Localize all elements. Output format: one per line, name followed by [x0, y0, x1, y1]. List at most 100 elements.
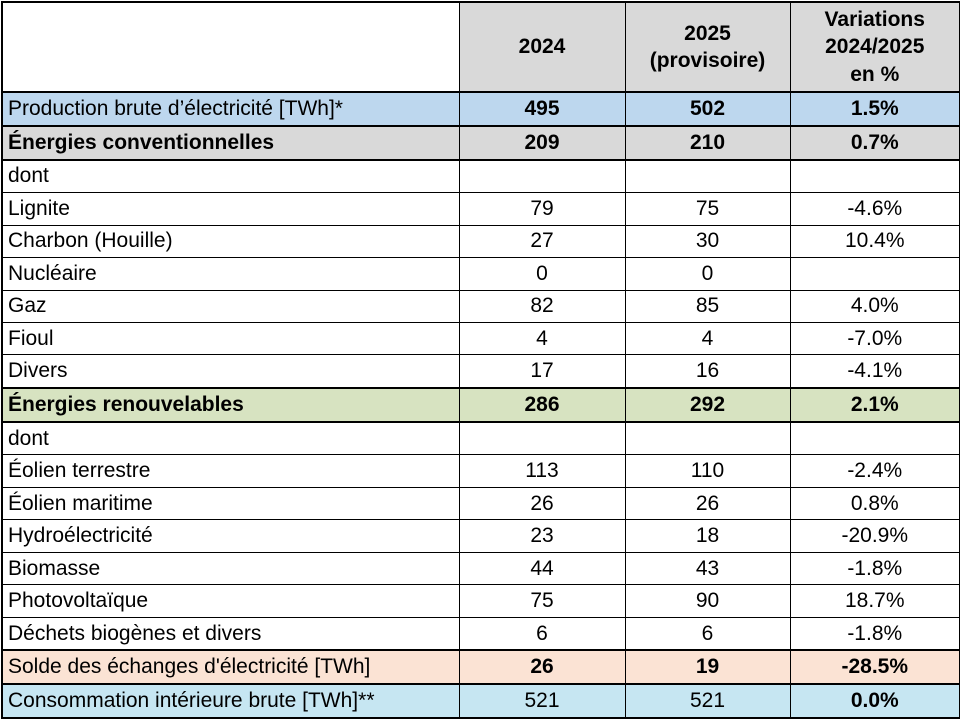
row-label: Biomasse [1, 551, 460, 586]
row-label: Déchets biogènes et divers [1, 616, 460, 651]
value-variation: 2.1% [789, 387, 960, 423]
row-label: Hydroélectricité [1, 519, 460, 553]
header-empty-cell [1, 1, 460, 93]
row-label: Solde des échanges d'électricité [TWh] [1, 649, 460, 686]
value-2024: 17 [458, 354, 626, 389]
row-label: Éolien maritime [1, 486, 460, 521]
table-row-energies-conventionnelles: Énergies conventionnelles 209 210 0.7% [1, 124, 960, 161]
table-row-biomasse: Biomasse 44 43 -1.8% [1, 551, 960, 586]
value-2024 [458, 421, 626, 456]
value-2024: 79 [458, 192, 626, 226]
value-2024: 0 [458, 257, 626, 291]
row-label: Photovoltaïque [1, 584, 460, 618]
value-2024: 286 [458, 387, 626, 423]
value-variation [789, 257, 960, 291]
row-label: dont [1, 159, 460, 194]
table-row-energies-renouvelables: Énergies renouvelables 286 292 2.1% [1, 387, 960, 423]
value-variation: -4.6% [789, 192, 960, 226]
value-2025: 6 [624, 616, 791, 651]
table-row-nucleaire: Nucléaire 0 0 [1, 257, 960, 291]
table-row-lignite: Lignite 79 75 -4.6% [1, 192, 960, 226]
value-2024: 23 [458, 519, 626, 553]
value-2025: 502 [624, 91, 791, 127]
row-label: Énergies conventionnelles [1, 124, 460, 161]
value-variation [789, 421, 960, 456]
row-label: Consommation intérieure brute [TWh]** [1, 683, 460, 719]
row-label: Énergies renouvelables [1, 387, 460, 423]
table-row-hydroelectricite: Hydroélectricité 23 18 -20.9% [1, 519, 960, 553]
row-label: Divers [1, 354, 460, 389]
value-2025: 90 [624, 584, 791, 618]
value-2024 [458, 159, 626, 194]
header-2025-provisoire: 2025 (provisoire) [624, 1, 791, 93]
header-2024: 2024 [458, 1, 626, 93]
table-row-dont-2: dont [1, 421, 960, 456]
table-row-charbon: Charbon (Houille) 27 30 10.4% [1, 224, 960, 259]
value-2025: 16 [624, 354, 791, 389]
value-variation: 0.0% [789, 683, 960, 719]
row-label: Charbon (Houille) [1, 224, 460, 259]
value-2025: 43 [624, 551, 791, 586]
table-row-divers: Divers 17 16 -4.1% [1, 354, 960, 389]
value-variation: 10.4% [789, 224, 960, 259]
value-2025: 75 [624, 192, 791, 226]
row-label: Fioul [1, 322, 460, 356]
table-row-photovoltaique: Photovoltaïque 75 90 18.7% [1, 584, 960, 618]
value-2024: 495 [458, 91, 626, 127]
value-2025: 26 [624, 486, 791, 521]
row-label: Nucléaire [1, 257, 460, 291]
row-label: Gaz [1, 289, 460, 324]
table-row-solde-echanges: Solde des échanges d'électricité [TWh] 2… [1, 649, 960, 686]
value-2024: 44 [458, 551, 626, 586]
value-variation: 0.8% [789, 486, 960, 521]
value-variation: 0.7% [789, 124, 960, 161]
value-2024: 26 [458, 649, 626, 686]
value-2024: 82 [458, 289, 626, 324]
header-row: 2024 2025 (provisoire) Variations 2024/2… [1, 1, 960, 93]
value-2025: 19 [624, 649, 791, 686]
value-2025: 18 [624, 519, 791, 553]
table-row-fioul: Fioul 4 4 -7.0% [1, 322, 960, 356]
value-variation [789, 159, 960, 194]
row-label: Lignite [1, 192, 460, 226]
value-2024: 521 [458, 683, 626, 719]
value-2025: 210 [624, 124, 791, 161]
value-2025: 0 [624, 257, 791, 291]
row-label: dont [1, 421, 460, 456]
value-2025: 521 [624, 683, 791, 719]
value-2024: 113 [458, 454, 626, 488]
table-row-dechets-biogenes: Déchets biogènes et divers 6 6 -1.8% [1, 616, 960, 651]
value-2024: 26 [458, 486, 626, 521]
value-2025 [624, 421, 791, 456]
table-row-gaz: Gaz 82 85 4.0% [1, 289, 960, 324]
value-2024: 75 [458, 584, 626, 618]
value-2025: 110 [624, 454, 791, 488]
table-row-dont: dont [1, 159, 960, 194]
value-variation: -4.1% [789, 354, 960, 389]
table-row-eolien-maritime: Éolien maritime 26 26 0.8% [1, 486, 960, 521]
value-2025: 292 [624, 387, 791, 423]
value-2024: 27 [458, 224, 626, 259]
value-variation: -20.9% [789, 519, 960, 553]
value-variation: -2.4% [789, 454, 960, 488]
value-variation: 1.5% [789, 91, 960, 127]
value-variation: -7.0% [789, 322, 960, 356]
value-2024: 4 [458, 322, 626, 356]
header-variations: Variations 2024/2025 en % [789, 1, 960, 93]
row-label: Éolien terrestre [1, 454, 460, 488]
value-2025 [624, 159, 791, 194]
value-variation: 18.7% [789, 584, 960, 618]
value-variation: -1.8% [789, 616, 960, 651]
table-row-eolien-terrestre: Éolien terrestre 113 110 -2.4% [1, 454, 960, 488]
value-2024: 209 [458, 124, 626, 161]
row-label: Production brute d’électricité [TWh]* [1, 91, 460, 127]
value-2024: 6 [458, 616, 626, 651]
table-row-production-brute: Production brute d’électricité [TWh]* 49… [1, 91, 960, 127]
value-variation: -1.8% [789, 551, 960, 586]
table-row-consommation-interieure: Consommation intérieure brute [TWh]** 52… [1, 683, 960, 719]
value-2025: 30 [624, 224, 791, 259]
value-variation: 4.0% [789, 289, 960, 324]
value-2025: 4 [624, 322, 791, 356]
value-2025: 85 [624, 289, 791, 324]
